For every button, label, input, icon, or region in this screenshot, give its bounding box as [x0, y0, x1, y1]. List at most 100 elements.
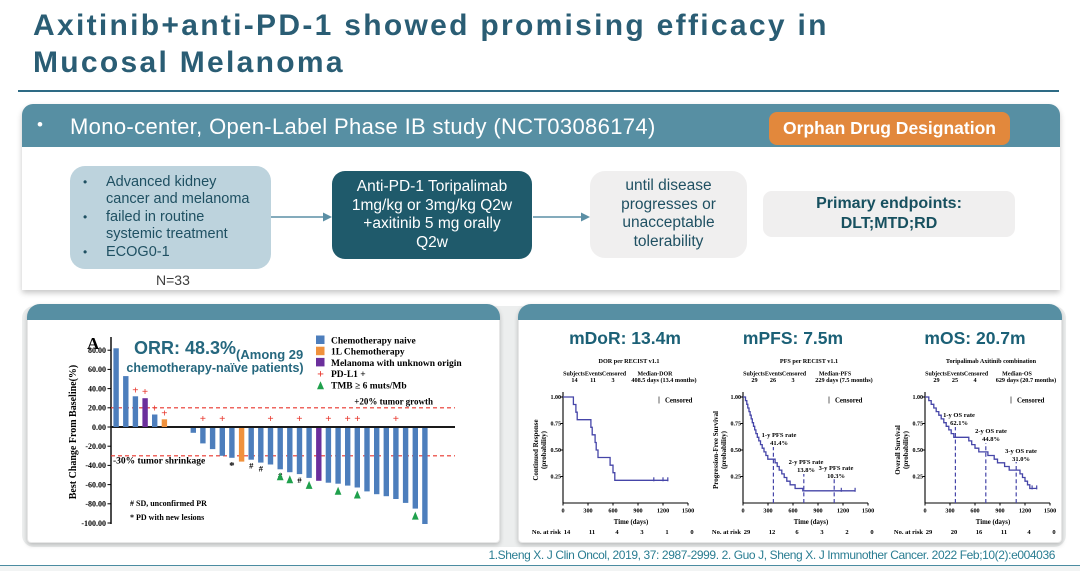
svg-text:Time (days): Time (days) — [614, 519, 648, 526]
svg-text:900: 900 — [813, 508, 822, 515]
svg-text:+: + — [354, 413, 360, 425]
svg-text:26: 26 — [770, 377, 776, 384]
svg-text:#: # — [259, 464, 264, 474]
svg-text:80.00: 80.00 — [88, 346, 106, 355]
svg-text:2-y PFS rate: 2-y PFS rate — [789, 459, 824, 466]
svg-text:0.75: 0.75 — [551, 422, 562, 428]
svg-text:600: 600 — [608, 508, 617, 515]
svg-text:+20% tumor growth: +20% tumor growth — [354, 396, 433, 406]
svg-text:Toripalimab Axitinib combinati: Toripalimab Axitinib combination — [946, 358, 1037, 365]
svg-text:900: 900 — [633, 508, 642, 515]
svg-text:1.00: 1.00 — [913, 395, 924, 401]
svg-text:ORR: 48.3%(Among 29: ORR: 48.3%(Among 29 — [134, 338, 303, 362]
svg-text:29: 29 — [933, 377, 939, 384]
svg-text:29: 29 — [926, 529, 933, 536]
svg-text:Censored: Censored — [782, 372, 807, 378]
svg-text:Subjects: Subjects — [925, 372, 947, 378]
svg-text:40.00: 40.00 — [88, 384, 106, 393]
svg-text:3: 3 — [640, 529, 644, 536]
svg-text:Events: Events — [585, 372, 603, 378]
svg-text:4: 4 — [1027, 529, 1031, 536]
svg-text:Time (days): Time (days) — [794, 519, 828, 526]
svg-text:4: 4 — [615, 529, 619, 536]
svg-text:629 days (20.7 months): 629 days (20.7 months) — [996, 377, 1057, 384]
svg-text:Subjects: Subjects — [743, 372, 765, 378]
svg-text:1500: 1500 — [862, 508, 874, 515]
svg-text:chemotherapy-naïve patients): chemotherapy-naïve patients) — [126, 361, 303, 375]
svg-text:62.1%: 62.1% — [950, 420, 968, 427]
svg-text:1L Chemotherapy: 1L Chemotherapy — [331, 348, 405, 358]
svg-text:+: + — [267, 413, 273, 425]
svg-text:2-y OS rate: 2-y OS rate — [975, 428, 1007, 435]
svg-text:0: 0 — [870, 529, 873, 536]
svg-text:4: 4 — [973, 377, 976, 384]
svg-text:1: 1 — [665, 529, 668, 536]
svg-text:-80.00: -80.00 — [85, 500, 106, 509]
svg-text:0: 0 — [690, 529, 693, 536]
svg-text:0: 0 — [923, 508, 926, 515]
svg-text:0.50: 0.50 — [731, 448, 742, 454]
svg-text:10.3%: 10.3% — [827, 473, 845, 480]
svg-text:0.75: 0.75 — [913, 422, 924, 428]
svg-text:0.50: 0.50 — [913, 448, 924, 454]
svg-text:31.0%: 31.0% — [1012, 456, 1030, 463]
svg-text:+: + — [161, 407, 167, 419]
svg-text:-60.00: -60.00 — [85, 480, 106, 489]
svg-text:-20.00: -20.00 — [85, 442, 106, 451]
svg-text:11: 11 — [1001, 529, 1007, 536]
svg-text:# SD, unconfirmed PR: # SD, unconfirmed PR — [130, 499, 207, 508]
svg-text:408.5 days (13.4 months): 408.5 days (13.4 months) — [631, 377, 696, 384]
svg-text:+: + — [296, 413, 302, 425]
svg-text:Median-OS: Median-OS — [1002, 372, 1032, 378]
svg-text:Censored: Censored — [665, 398, 693, 405]
svg-text:Best Change From Baseline(%): Best Change From Baseline(%) — [68, 365, 79, 500]
svg-text:(probability): (probability) — [540, 430, 548, 469]
svg-text:12: 12 — [769, 529, 776, 536]
svg-text:900: 900 — [995, 508, 1004, 515]
svg-text:1-y PFS rate: 1-y PFS rate — [762, 432, 797, 439]
svg-text:TMB ≥ 6 muts/Mb: TMB ≥ 6 muts/Mb — [331, 381, 407, 391]
svg-text:25: 25 — [952, 377, 958, 384]
svg-text:0: 0 — [561, 508, 564, 515]
svg-text:44.8%: 44.8% — [982, 436, 1000, 443]
svg-text:0.00: 0.00 — [92, 423, 106, 432]
svg-text:3: 3 — [611, 377, 614, 384]
svg-text:20: 20 — [951, 529, 958, 536]
svg-text:3-y PFS rate: 3-y PFS rate — [819, 465, 854, 472]
svg-text:*: * — [229, 460, 235, 472]
svg-text:Chemotherapy naive: Chemotherapy naive — [331, 337, 416, 347]
svg-text:Time (days): Time (days) — [976, 519, 1010, 526]
svg-text:Censored: Censored — [602, 372, 627, 378]
svg-text:229 days (7.5 months): 229 days (7.5 months) — [815, 377, 872, 384]
svg-text:+: + — [393, 413, 399, 425]
svg-text:13.8%: 13.8% — [797, 467, 815, 474]
svg-text:mPFS: 7.5m: mPFS: 7.5m — [743, 328, 843, 348]
svg-text:1500: 1500 — [682, 508, 694, 515]
svg-text:3-y OS rate: 3-y OS rate — [1005, 448, 1037, 455]
svg-text:-40.00: -40.00 — [85, 461, 106, 470]
svg-text:20.00: 20.00 — [88, 404, 106, 413]
svg-text:mOS: 20.7m: mOS: 20.7m — [924, 328, 1025, 348]
svg-text:Melanoma with unknown origin: Melanoma with unknown origin — [331, 359, 462, 369]
svg-text:+: + — [142, 386, 148, 398]
svg-text:300: 300 — [763, 508, 772, 515]
svg-text:+: + — [317, 367, 324, 381]
svg-text:No. at risk: No. at risk — [532, 529, 561, 536]
svg-text:+: + — [325, 413, 331, 425]
svg-text:0.75: 0.75 — [731, 422, 742, 428]
svg-text:Median-PFS: Median-PFS — [819, 372, 852, 378]
svg-text:+: + — [132, 384, 138, 396]
svg-text:0.25: 0.25 — [551, 475, 562, 481]
svg-text:600: 600 — [788, 508, 797, 515]
svg-text:0.50: 0.50 — [551, 448, 562, 454]
svg-text:3: 3 — [791, 377, 794, 384]
svg-text:Events: Events — [947, 372, 965, 378]
svg-text:+: + — [152, 403, 158, 415]
svg-text:Progression-Free Survival: Progression-Free Survival — [712, 411, 720, 489]
svg-text:mDoR: 13.4m: mDoR: 13.4m — [569, 328, 681, 348]
svg-text:PFS per RECIST v1.1: PFS per RECIST v1.1 — [780, 358, 838, 365]
svg-text:-100.00: -100.00 — [81, 519, 106, 528]
svg-text:1200: 1200 — [837, 508, 849, 515]
svg-text:11: 11 — [589, 529, 595, 536]
svg-text:#: # — [297, 475, 302, 485]
